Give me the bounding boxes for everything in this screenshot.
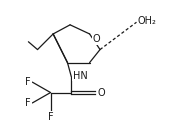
Text: F: F: [25, 98, 31, 108]
Text: O: O: [97, 88, 105, 97]
Text: F: F: [25, 77, 31, 87]
Text: F: F: [48, 112, 53, 122]
Text: OH₂: OH₂: [138, 16, 157, 26]
Text: O: O: [92, 34, 100, 44]
Text: HN: HN: [73, 71, 87, 81]
